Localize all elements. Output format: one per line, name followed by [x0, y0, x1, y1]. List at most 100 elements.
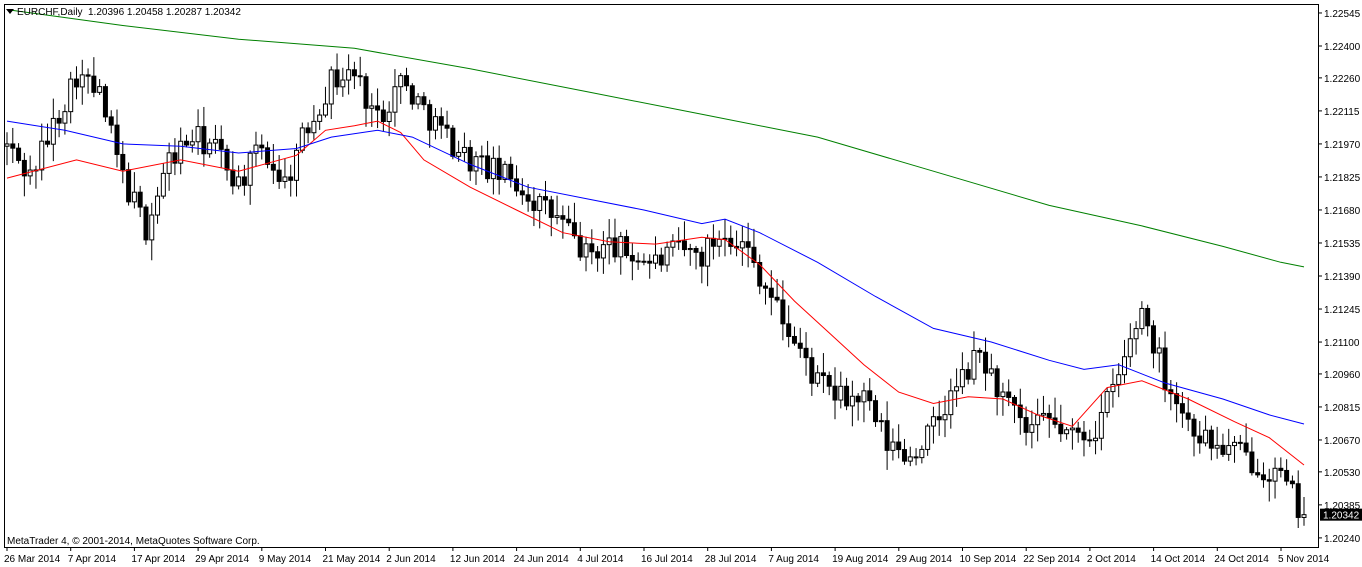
y-tick-label: 1.22400 — [1324, 42, 1361, 53]
candle — [1029, 410, 1035, 449]
candle — [120, 141, 126, 184]
x-tick-label: 7 Aug 2014 — [768, 554, 819, 565]
candle — [91, 57, 97, 98]
candle — [554, 195, 560, 225]
candle — [849, 380, 855, 427]
candle — [16, 143, 22, 164]
candle — [1255, 458, 1261, 478]
y-tick-label: 1.20530 — [1324, 468, 1361, 479]
candle — [838, 371, 844, 409]
candle — [1289, 475, 1295, 489]
candle — [514, 165, 520, 197]
candle — [890, 428, 896, 461]
candle — [461, 132, 467, 162]
candle — [212, 124, 218, 154]
candle — [73, 66, 79, 100]
current-price-label: 1.20342 — [1323, 511, 1360, 522]
candle — [977, 347, 983, 363]
candle — [56, 110, 62, 138]
candle — [1278, 457, 1284, 478]
candle — [884, 401, 890, 470]
candle — [62, 104, 68, 135]
candle — [259, 134, 265, 160]
candle — [108, 110, 114, 134]
y-tick-label: 1.20385 — [1324, 501, 1361, 512]
candle — [571, 202, 577, 239]
candle — [380, 100, 386, 132]
y-tick-label: 1.21100 — [1324, 338, 1360, 349]
y-tick-label: 1.21825 — [1324, 173, 1361, 184]
candle — [780, 280, 786, 341]
candle — [907, 446, 913, 467]
candle — [537, 193, 543, 229]
plot-area-frame — [4, 4, 1319, 548]
candle — [595, 246, 601, 272]
candle — [178, 127, 184, 175]
y-tick-label: 1.21970 — [1324, 140, 1361, 151]
candle — [311, 105, 317, 140]
candle — [1110, 368, 1116, 408]
candle — [456, 140, 462, 162]
candle — [21, 152, 27, 197]
candle — [1266, 468, 1272, 502]
x-tick-label: 26 Mar 2014 — [4, 554, 61, 565]
dropdown-triangle-icon[interactable] — [6, 9, 14, 14]
candle — [618, 231, 624, 275]
candle — [409, 83, 415, 110]
candle — [68, 71, 74, 124]
candle — [473, 151, 479, 185]
candle — [942, 395, 948, 438]
candle — [450, 125, 456, 160]
candle — [1226, 428, 1232, 461]
y-tick-label: 1.21245 — [1324, 305, 1361, 316]
candle — [1087, 429, 1093, 447]
candle — [386, 101, 392, 137]
candle — [1075, 421, 1081, 443]
candle — [612, 218, 618, 263]
candle — [1098, 394, 1104, 451]
candle — [699, 246, 705, 284]
candle — [288, 164, 294, 197]
x-tick-label: 14 Oct 2014 — [1151, 554, 1206, 565]
candle — [143, 204, 149, 245]
slow-ma-line — [6, 9, 1305, 268]
candle — [479, 145, 485, 175]
candle — [1272, 457, 1278, 499]
candle — [224, 144, 230, 181]
candle — [1156, 337, 1162, 373]
x-tick-label: 16 Jul 2014 — [641, 554, 693, 565]
candle — [844, 377, 850, 411]
candle — [496, 145, 502, 195]
candle — [531, 187, 537, 227]
price-axis: 1.22545 1.22400 1.22260 1.22115 1.21970 1.218… — [1318, 9, 1361, 545]
candle — [131, 172, 137, 209]
y-tick-label: 1.21680 — [1324, 206, 1361, 217]
candle — [803, 332, 809, 376]
candle — [629, 243, 635, 281]
candle — [282, 158, 288, 189]
candle — [826, 371, 832, 396]
candle — [925, 423, 931, 456]
candle — [1058, 404, 1064, 442]
chart-symbol: EURCHF,Daily — [17, 7, 83, 18]
x-tick-label: 21 May 2014 — [323, 554, 381, 565]
candle — [664, 241, 670, 272]
candle — [786, 305, 792, 348]
candle — [201, 106, 207, 167]
candle — [485, 140, 491, 183]
candle — [357, 56, 363, 87]
y-tick-label: 1.21535 — [1324, 239, 1361, 250]
candle — [647, 254, 653, 279]
candle — [653, 236, 658, 270]
candle — [444, 110, 450, 138]
candle — [1017, 388, 1023, 435]
candle — [363, 73, 369, 127]
y-tick-label: 1.22545 — [1324, 9, 1361, 20]
candle — [525, 184, 531, 212]
candle — [861, 382, 867, 423]
candle — [820, 353, 826, 393]
candle — [988, 353, 994, 377]
candle — [600, 231, 606, 274]
candle — [658, 247, 664, 272]
